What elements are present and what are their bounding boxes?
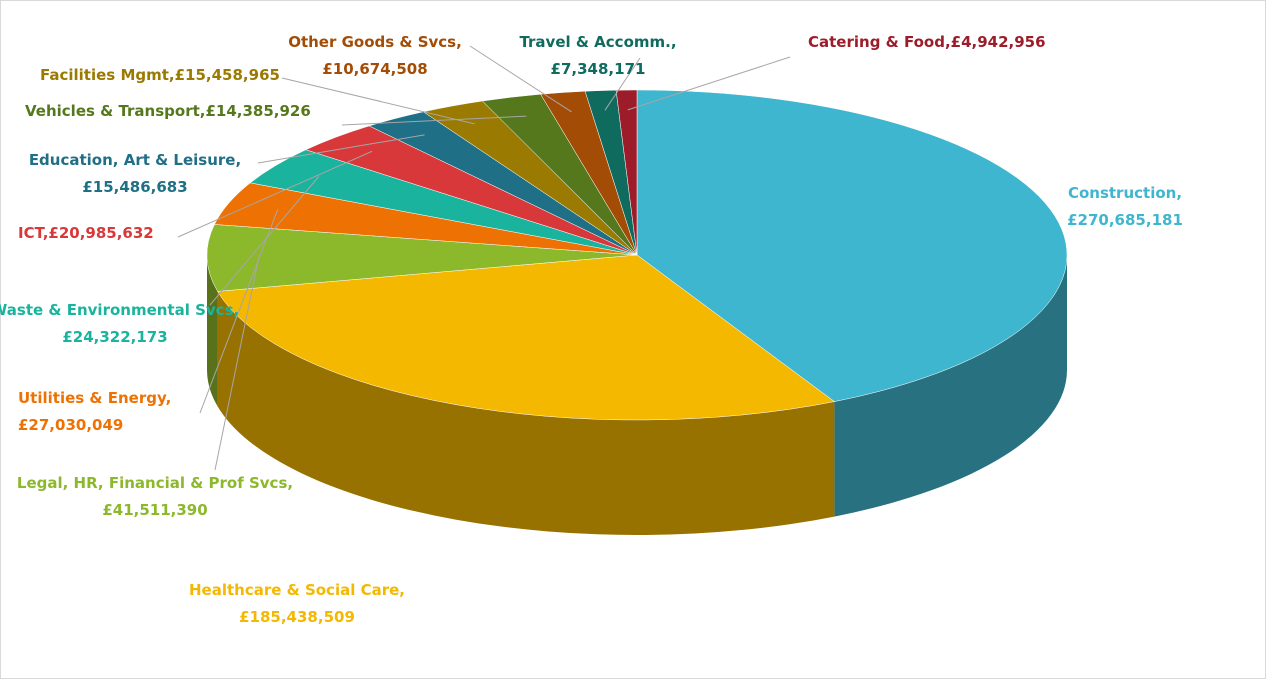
slice: [206, 224, 638, 292]
data-label: Facilities Mgmt,£15,458,965: [40, 66, 280, 84]
separator: ,: [43, 224, 49, 242]
data-label: Waste & Environmental Svcs, £24,322,173: [0, 301, 239, 346]
data-label: Vehicles & Transport,£14,385,926: [25, 102, 311, 120]
separator: ,: [287, 474, 293, 492]
value-label: £27,030,049: [18, 416, 123, 434]
data-label: ICT,£20,985,632: [18, 224, 154, 242]
slice-side: [217, 291, 835, 535]
data-label: Legal, HR, Financial & Prof Svcs, £41,511…: [17, 474, 293, 519]
leader-line: [604, 57, 641, 111]
separator: ,: [399, 581, 405, 599]
value-label: £15,486,683: [82, 178, 187, 196]
leader-line: [199, 209, 279, 414]
data-label: Construction, £270,685,181: [1067, 184, 1183, 229]
value-label: £270,685,181: [1067, 211, 1183, 229]
data-label: Travel & Accomm., £7,348,171: [519, 33, 676, 78]
value-label: £20,985,632: [48, 224, 153, 242]
separator: ,: [1176, 184, 1182, 202]
leader-line: [469, 45, 572, 113]
value-label: £41,511,390: [102, 501, 207, 519]
separator: ,: [235, 151, 241, 169]
data-label: Healthcare & Social Care, £185,438,509: [189, 581, 405, 626]
slice-side: [834, 255, 1067, 517]
value-label: £7,348,171: [551, 60, 646, 78]
separator: ,: [456, 33, 462, 51]
category-name: Utilities & Energy: [18, 389, 167, 407]
slice-side: [207, 255, 218, 407]
pie-sides: [207, 255, 1067, 535]
category-name: Construction: [1068, 184, 1176, 202]
value-label: £10,674,508: [322, 60, 427, 78]
separator: ,: [169, 66, 175, 84]
category-name: Legal, HR, Financial & Prof Svcs: [17, 474, 288, 492]
value-label: £15,458,965: [175, 66, 280, 84]
category-name: Waste & Environmental Svcs: [0, 301, 234, 319]
category-name: Healthcare & Social Care: [189, 581, 399, 599]
pie-tops: [206, 89, 1068, 421]
leader-lines: [177, 45, 791, 471]
separator: ,: [200, 102, 206, 120]
category-name: ICT: [18, 224, 46, 242]
value-label: £4,942,956: [951, 33, 1046, 51]
data-labels: Construction, £270,685,181 Healthcare & So…: [0, 33, 1183, 626]
leader-line: [214, 257, 260, 471]
slice: [636, 89, 1068, 402]
value-label: £24,322,173: [62, 328, 167, 346]
category-name: Other Goods & Svcs: [288, 33, 456, 51]
separator: ,: [671, 33, 677, 51]
separator: ,: [234, 301, 240, 319]
separator: ,: [166, 389, 172, 407]
data-label: Education, Art & Leisure, £15,486,683: [29, 151, 241, 196]
slice: [217, 254, 836, 421]
leader-line: [177, 150, 373, 238]
value-label: £185,438,509: [239, 608, 355, 626]
data-label: Utilities & Energy, £27,030,049: [18, 389, 171, 434]
separator: ,: [945, 33, 951, 51]
leader-line: [257, 134, 425, 164]
leader-line: [209, 176, 320, 306]
slice: [615, 89, 638, 256]
data-label: Other Goods & Svcs, £10,674,508: [288, 33, 462, 78]
category-name: Facilities Mgmt: [40, 66, 169, 84]
category-name: Education, Art & Leisure: [29, 151, 236, 169]
value-label: £14,385,926: [205, 102, 310, 120]
category-name: Travel & Accomm.: [519, 33, 670, 51]
data-label: Catering & Food,£4,942,956: [808, 33, 1046, 51]
leader-line: [627, 56, 791, 111]
leader-line: [281, 77, 475, 125]
leader-line: [341, 115, 527, 126]
category-name: Catering & Food: [808, 33, 945, 51]
category-name: Vehicles & Transport: [25, 102, 200, 120]
